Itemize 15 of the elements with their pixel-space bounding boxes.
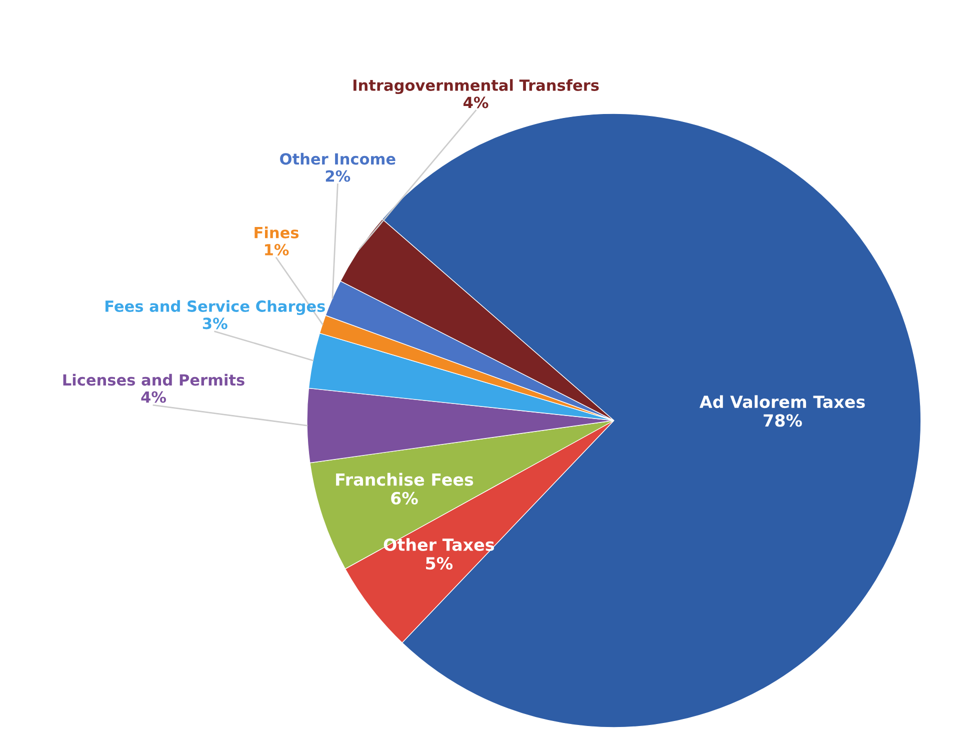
data-label: 3% [202,318,228,330]
slice-label: Franchise Fees [336,472,474,486]
data-label: 2% [326,170,350,182]
data-label: 4% [464,96,488,108]
data-label: 6% [391,492,418,504]
data-label: 5% [426,557,453,570]
data-label: 4% [141,391,166,403]
slice-label: Intragovernmental Transfers [354,79,599,94]
slice-label: Licenses and Permits [63,374,244,386]
data-label: 78% [764,414,802,427]
slice-label: Ad Valorem Taxes [700,395,865,408]
slice-label: Fines [254,226,299,238]
slice-label: Other Income [280,152,396,165]
slice-label: Fees and Service Charges [106,300,325,316]
data-label: 1% [265,244,289,256]
